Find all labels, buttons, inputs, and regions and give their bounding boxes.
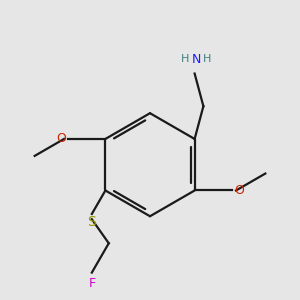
Text: N: N: [191, 53, 201, 66]
Text: S: S: [88, 215, 96, 230]
Text: O: O: [234, 184, 244, 197]
Text: H: H: [203, 54, 212, 64]
Text: O: O: [56, 133, 66, 146]
Text: F: F: [88, 277, 95, 290]
Text: H: H: [181, 54, 189, 64]
